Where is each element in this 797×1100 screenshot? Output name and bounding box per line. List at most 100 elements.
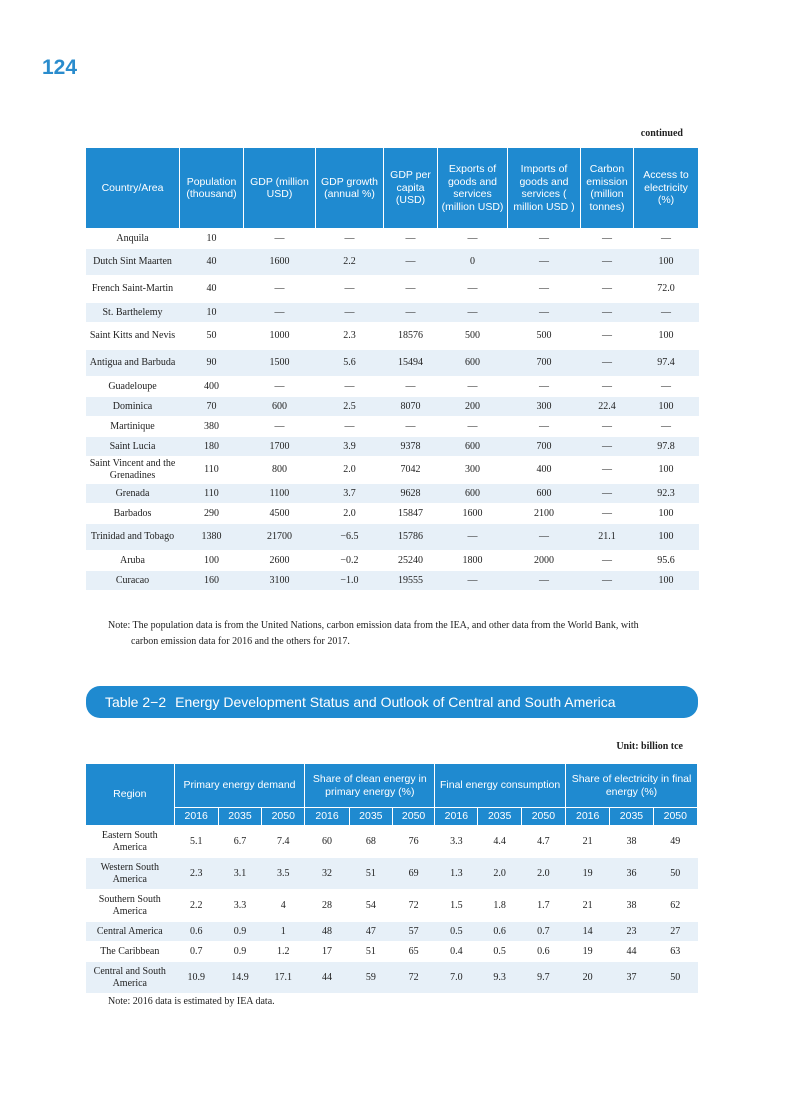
data-cell: 48: [304, 921, 350, 942]
region-energy-table: Region Primary energy demand Share of cl…: [85, 763, 699, 994]
data-cell: 40: [179, 275, 244, 303]
data-cell: —: [383, 228, 438, 249]
data-cell: 1.5: [434, 889, 478, 922]
data-cell: 69: [392, 857, 435, 890]
data-cell: 40: [179, 248, 244, 276]
table-row: French Saint-Martin 40— — — — — —72.0: [85, 275, 699, 303]
table2-title: Energy Development Status and Outlook of…: [175, 694, 616, 710]
data-cell: —: [437, 523, 508, 551]
header-country: Country/Area: [85, 147, 180, 229]
table-row: Western South America 2.3 3.1 3.5 32 51 69 1.3 2…: [85, 857, 698, 890]
data-cell: 2600: [243, 550, 316, 571]
year-header: 2050: [261, 807, 306, 826]
data-cell: 25240: [383, 550, 438, 571]
data-cell: 15494: [383, 349, 438, 377]
data-cell: 0.7: [174, 941, 219, 962]
data-cell: 47: [349, 921, 393, 942]
data-cell: 21700: [243, 523, 316, 551]
data-cell: —: [507, 228, 581, 249]
data-cell: —: [580, 503, 634, 524]
data-cell: 0.9: [218, 941, 262, 962]
data-cell: 44: [609, 941, 654, 962]
data-cell: 97.4: [633, 349, 699, 377]
table1-note-line2: carbon emission data for 2016 and the ot…: [131, 636, 350, 647]
data-cell: 1.8: [477, 889, 522, 922]
data-cell: 6.7: [218, 825, 262, 858]
data-cell: 100: [633, 456, 699, 484]
header-gdp-growth: GDP growth (annual %): [315, 147, 384, 229]
data-cell: 3.9: [315, 436, 384, 457]
table-row: Eastern South America 5.1 6.7 7.4 60 68 76 3.3 4…: [85, 825, 698, 858]
data-cell: 9378: [383, 436, 438, 457]
table-row: Dominica 70 600 2.5 8070 200 300 22.4 100: [85, 396, 699, 417]
data-cell: 10: [179, 228, 244, 249]
data-cell: 51: [349, 941, 393, 962]
data-cell: 180: [179, 436, 244, 457]
data-cell: —: [580, 436, 634, 457]
data-cell: 36: [609, 857, 654, 890]
data-cell: 19: [565, 941, 610, 962]
data-cell: 3.3: [218, 889, 262, 922]
data-cell: 21: [565, 889, 610, 922]
data-cell: —: [580, 322, 634, 350]
data-cell: 400: [507, 456, 581, 484]
region-name-cell: Southern South America: [85, 889, 175, 922]
data-cell: 72: [392, 961, 435, 994]
data-cell: 2.5: [315, 396, 384, 417]
data-cell: —: [507, 302, 581, 323]
table-row: The Caribbean 0.7 0.9 1.2 17 51 65 0.4 0.5 0.6 19 4…: [85, 941, 698, 962]
data-cell: 32: [304, 857, 350, 890]
data-cell: 600: [437, 349, 508, 377]
data-cell: 72: [392, 889, 435, 922]
country-name-cell: Trinidad and Tobago: [85, 523, 180, 551]
country-name-cell: Anquila: [85, 228, 180, 249]
table-row: Dutch Sint Maarten 40 1600 2.2—0— —100: [85, 248, 699, 276]
data-cell: 14: [565, 921, 610, 942]
year-header: 2016: [173, 807, 219, 826]
data-cell: 0.6: [477, 921, 522, 942]
data-cell: 10.9: [174, 961, 219, 994]
data-cell: 300: [437, 456, 508, 484]
data-cell: 110: [179, 483, 244, 504]
data-cell: —: [633, 228, 699, 249]
data-cell: —: [580, 349, 634, 377]
year-header: 2050: [652, 807, 699, 826]
data-cell: 2.0: [521, 857, 566, 890]
data-cell: 63: [653, 941, 698, 962]
data-cell: 300: [507, 396, 581, 417]
table-row: Barbados 290 4500 2.0 15847 1600 2100—100: [85, 503, 699, 524]
table-row: Grenada 110 1100 3.7 9628 600 600—92.3: [85, 483, 699, 504]
header-population: Population (thousand): [179, 147, 244, 229]
data-cell: 65: [392, 941, 435, 962]
country-name-cell: Dutch Sint Maarten: [85, 248, 180, 276]
data-cell: 380: [179, 416, 244, 437]
data-cell: 1.7: [521, 889, 566, 922]
data-cell: 57: [392, 921, 435, 942]
data-cell: —: [437, 570, 508, 591]
table1-note: Note: The population data is from the Un…: [108, 618, 698, 650]
data-cell: —: [383, 302, 438, 323]
data-cell: 70: [179, 396, 244, 417]
data-cell: 600: [243, 396, 316, 417]
year-header: 2050: [391, 807, 436, 826]
year-header: 2050: [520, 807, 567, 826]
data-cell: 54: [349, 889, 393, 922]
data-cell: 72.0: [633, 275, 699, 303]
data-cell: 15786: [383, 523, 438, 551]
data-cell: —: [315, 376, 384, 397]
country-name-cell: Martinique: [85, 416, 180, 437]
data-cell: —: [437, 275, 508, 303]
country-name-cell: Saint Vincent and the Grenadines: [85, 456, 180, 484]
data-cell: 1380: [179, 523, 244, 551]
data-cell: 37: [609, 961, 654, 994]
region-name-cell: Central and South America: [85, 961, 175, 994]
data-cell: 4.4: [477, 825, 522, 858]
data-cell: 3.3: [434, 825, 478, 858]
table-row: Anquila 10— — — — — — —: [85, 228, 699, 249]
data-cell: 290: [179, 503, 244, 524]
data-cell: 60: [304, 825, 350, 858]
data-cell: 2.3: [174, 857, 219, 890]
data-cell: 17.1: [261, 961, 305, 994]
table2-number: Table 2−2: [105, 694, 167, 710]
data-cell: —: [243, 416, 316, 437]
